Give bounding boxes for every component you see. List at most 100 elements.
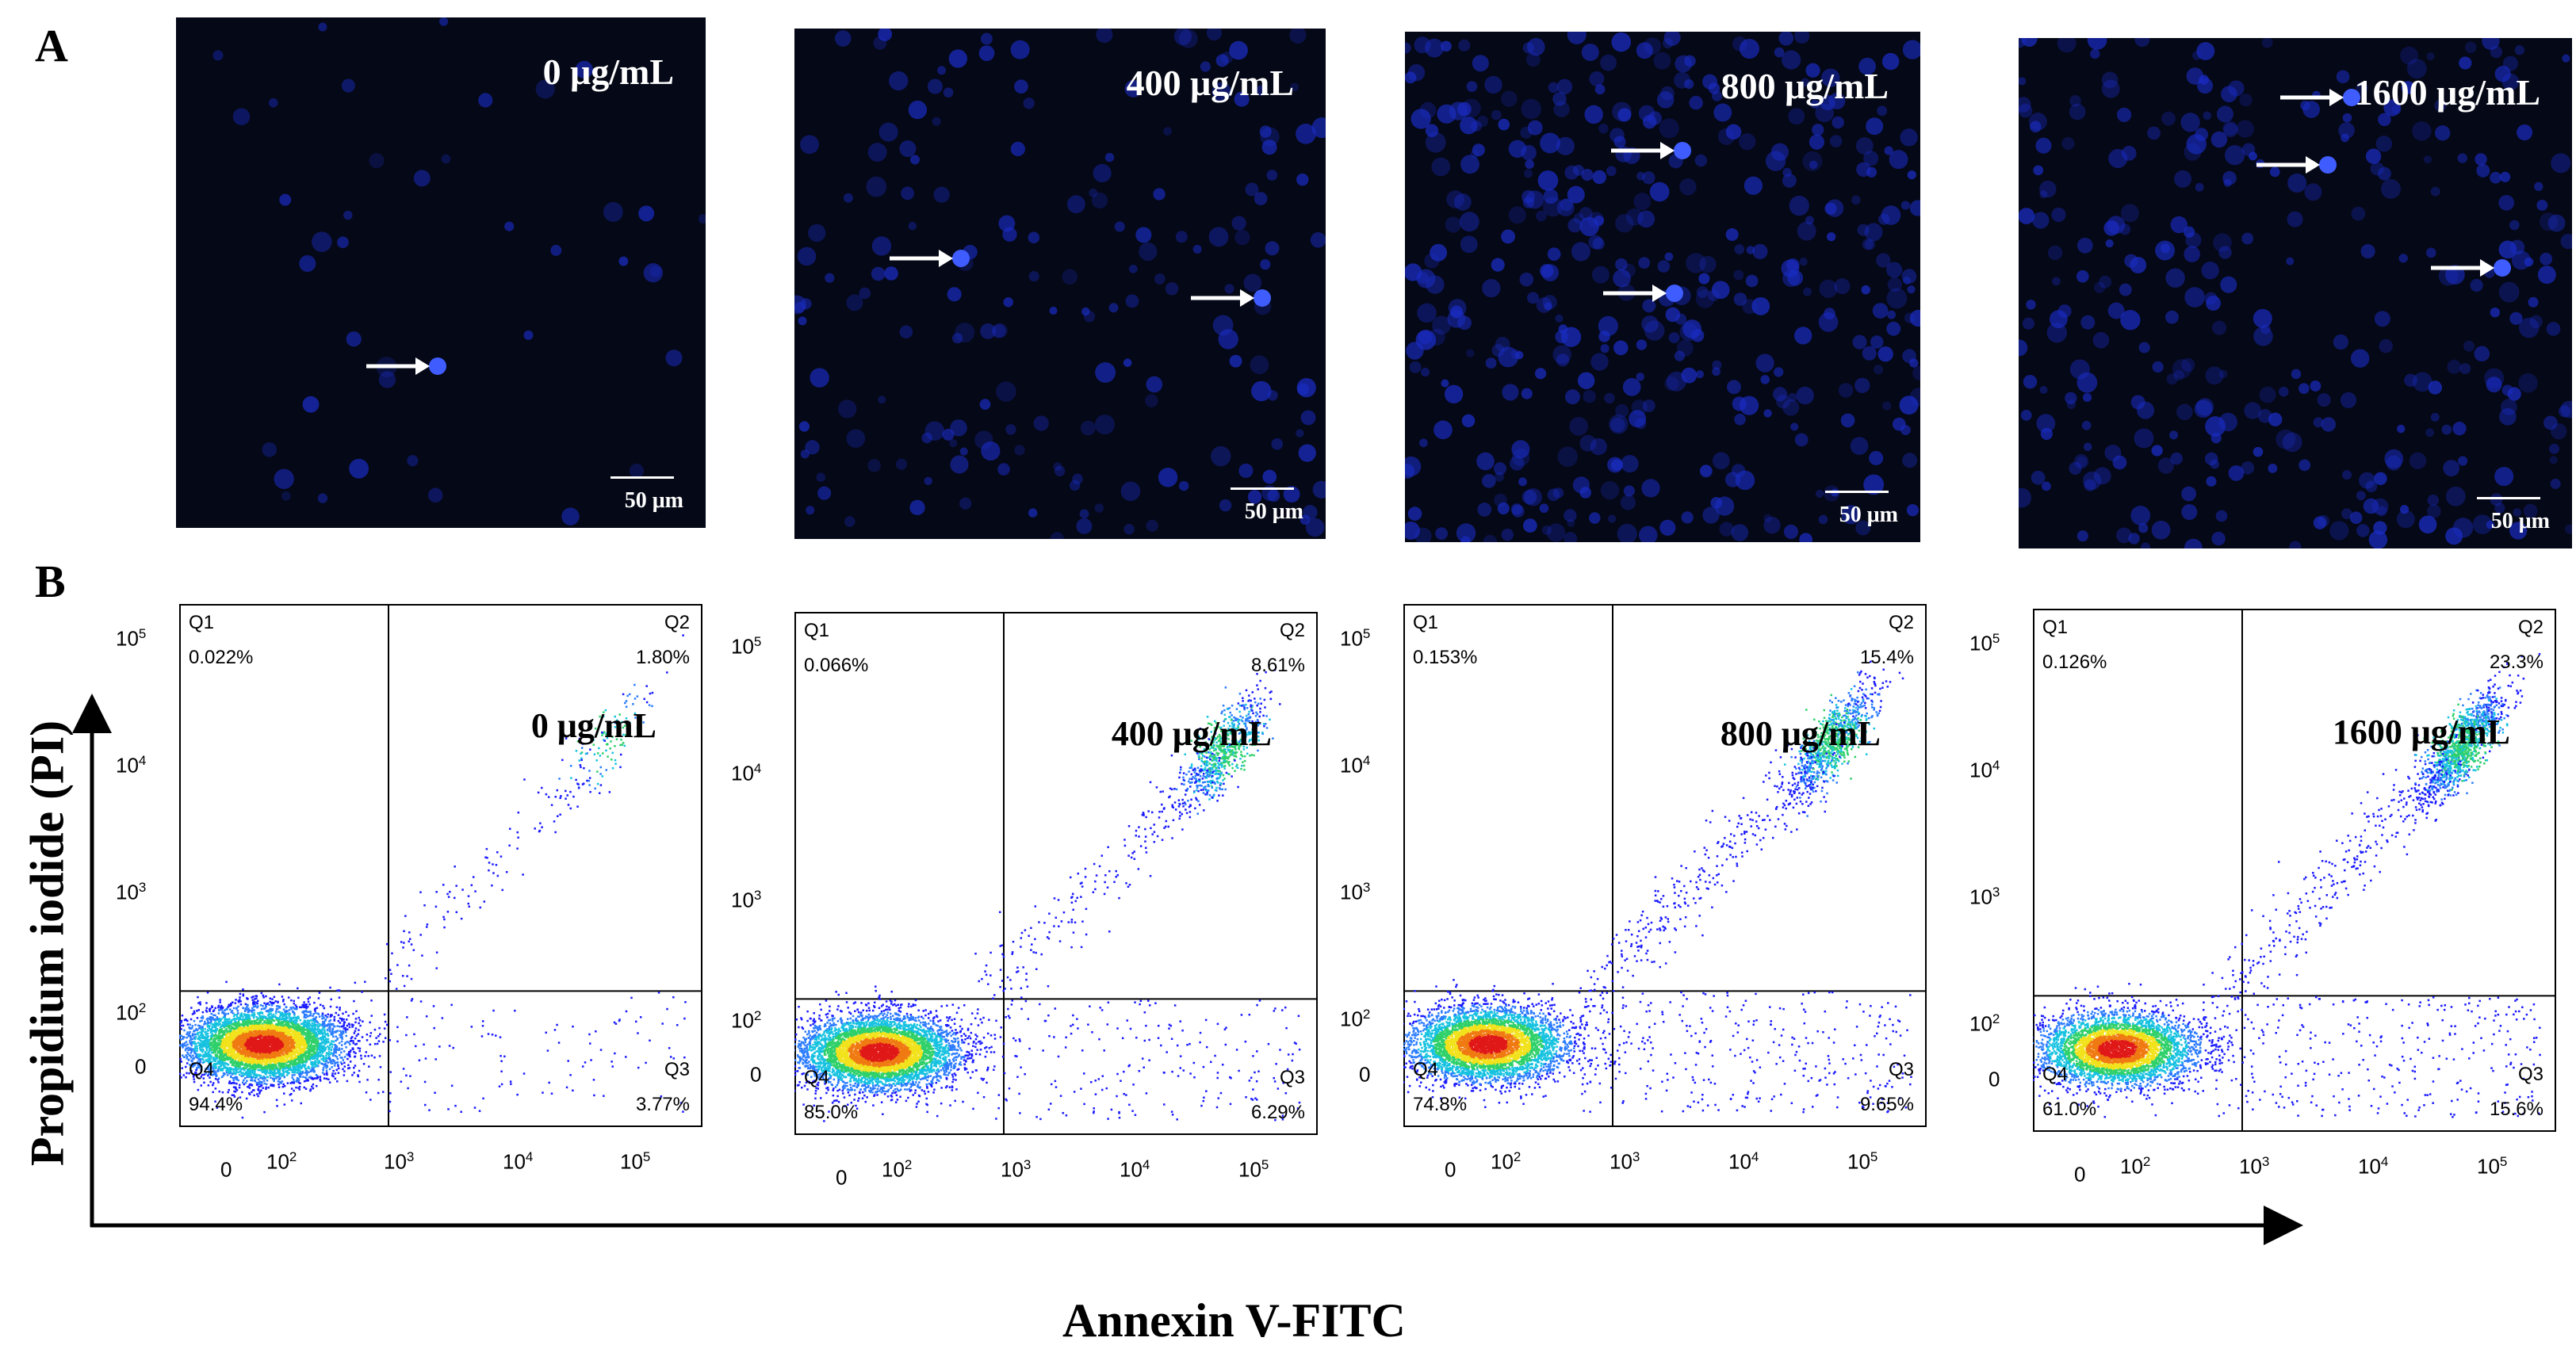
cell [2119, 224, 2131, 235]
event [199, 1042, 201, 1045]
event [312, 1027, 315, 1030]
event [323, 1064, 325, 1066]
cell [1615, 258, 1628, 271]
cell [2291, 369, 2302, 380]
event [261, 1076, 264, 1080]
cell [2221, 86, 2237, 103]
cell [2404, 373, 2417, 388]
cell [1642, 171, 1655, 185]
cell [2427, 504, 2441, 518]
event [355, 1010, 358, 1013]
event [338, 1053, 341, 1057]
cell [895, 458, 908, 470]
event [212, 1065, 216, 1068]
event [206, 1041, 209, 1043]
cell [798, 421, 810, 432]
event [319, 1032, 322, 1035]
cell [2241, 461, 2255, 475]
event [350, 1049, 352, 1052]
event [278, 1069, 281, 1072]
event [183, 1018, 186, 1022]
event [251, 1066, 254, 1068]
cell [618, 256, 629, 266]
cell [1796, 386, 1814, 405]
event [304, 1024, 307, 1026]
event [272, 1063, 275, 1066]
event [279, 1061, 282, 1064]
cell [2039, 190, 2048, 199]
cell [1907, 285, 1916, 294]
cell [302, 396, 320, 413]
cell [1515, 350, 1524, 360]
event [231, 1031, 234, 1034]
event [278, 1064, 281, 1067]
cell [2046, 322, 2068, 343]
cell [1145, 394, 1158, 407]
event [186, 1057, 188, 1060]
cell [1665, 307, 1681, 323]
event [262, 1063, 264, 1065]
event [264, 1062, 267, 1064]
event [396, 1026, 399, 1029]
event [299, 1042, 302, 1045]
arrow-icon [939, 250, 953, 267]
cell [2130, 257, 2147, 273]
event [239, 1003, 243, 1006]
event [289, 1030, 292, 1033]
cell [1433, 420, 1453, 440]
event [251, 1068, 254, 1070]
cell [959, 447, 968, 456]
event [226, 1030, 228, 1033]
cell [1534, 368, 1547, 380]
event [297, 1067, 300, 1070]
event [300, 1061, 303, 1064]
event [337, 1014, 340, 1016]
cell [1541, 264, 1560, 281]
event [324, 1060, 327, 1063]
event [358, 1029, 360, 1031]
cell [2141, 542, 2151, 548]
cell [2108, 148, 2128, 169]
event [193, 1036, 196, 1039]
event [346, 1018, 348, 1021]
event [189, 1049, 191, 1051]
cell [1696, 286, 1709, 298]
event [305, 1025, 308, 1027]
event [252, 1001, 255, 1004]
cell [1556, 354, 1570, 367]
cell [1584, 105, 1603, 124]
event [244, 1003, 247, 1006]
event [201, 1065, 203, 1068]
event [255, 1022, 258, 1026]
cell [2428, 380, 2443, 395]
event [341, 1048, 343, 1050]
event [269, 1021, 271, 1023]
event [201, 1035, 204, 1038]
cell [665, 350, 683, 367]
cell [2093, 281, 2106, 293]
cell [1466, 349, 1475, 357]
cell [2116, 527, 2132, 544]
event [266, 1069, 269, 1072]
event [266, 1076, 269, 1078]
cell [1755, 354, 1774, 373]
event [303, 1034, 305, 1036]
cell [2336, 70, 2350, 84]
event [318, 1032, 320, 1035]
cell [2459, 363, 2471, 375]
event [229, 1008, 232, 1011]
event [239, 1053, 242, 1055]
cell [1608, 514, 1617, 523]
cell [2396, 510, 2415, 529]
cell [1571, 242, 1590, 262]
cell [2176, 403, 2193, 421]
event [220, 1004, 223, 1007]
event [293, 1066, 297, 1068]
cell [2191, 51, 2202, 60]
cell [1902, 40, 1920, 59]
cell [908, 221, 917, 231]
cell [1153, 188, 1166, 201]
cell [1521, 144, 1537, 161]
cell [2081, 420, 2092, 430]
scale-bar-label: 50 μm [2491, 509, 2550, 534]
